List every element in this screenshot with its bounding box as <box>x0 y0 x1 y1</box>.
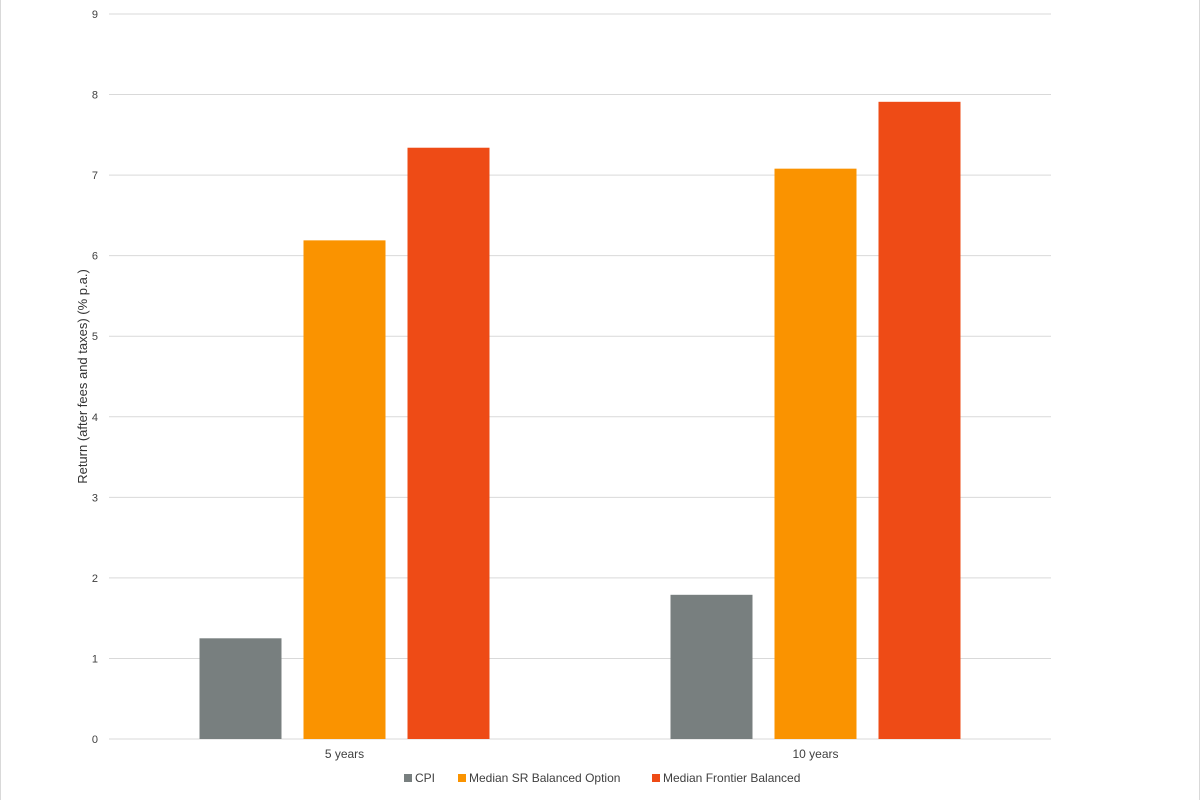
y-tick-label: 7 <box>92 170 98 182</box>
legend-swatch <box>652 774 660 782</box>
bars <box>199 101 961 740</box>
legend: CPI Median SR Balanced Option Median Front… <box>404 771 800 785</box>
y-axis-title: Return (after fees and taxes) (% p.a.) <box>75 269 90 484</box>
bar-cpi-0 <box>199 638 282 739</box>
legend-swatch <box>404 774 412 782</box>
y-tick-label: 8 <box>92 90 98 102</box>
bar-median-sr-balanced-option-1 <box>774 168 857 739</box>
legend-swatch <box>458 774 466 782</box>
y-tick-label: 6 <box>92 251 98 263</box>
y-tick-label: 4 <box>92 412 98 424</box>
legend-label: Median SR Balanced Option <box>469 771 620 785</box>
y-tick-label: 1 <box>92 653 98 665</box>
x-category-label: 5 years <box>325 747 364 761</box>
bar-median-sr-balanced-option-0 <box>303 240 386 739</box>
y-tick-label: 2 <box>92 573 98 585</box>
bar-cpi-1 <box>670 594 753 739</box>
y-tick-label: 3 <box>92 492 98 504</box>
y-tick-label: 5 <box>92 331 98 343</box>
legend-label: Median Frontier Balanced <box>663 771 800 785</box>
y-tick-label: 9 <box>92 9 98 21</box>
x-axis-labels: 5 years 10 years <box>325 747 839 761</box>
legend-label: CPI <box>415 771 435 785</box>
bar-median-frontier-balanced-1 <box>878 101 961 740</box>
y-axis-ticks: 0 1 2 3 4 5 6 7 8 9 <box>92 9 98 746</box>
y-tick-label: 0 <box>92 734 98 746</box>
x-category-label: 10 years <box>792 747 838 761</box>
bar-median-frontier-balanced-0 <box>407 147 490 739</box>
